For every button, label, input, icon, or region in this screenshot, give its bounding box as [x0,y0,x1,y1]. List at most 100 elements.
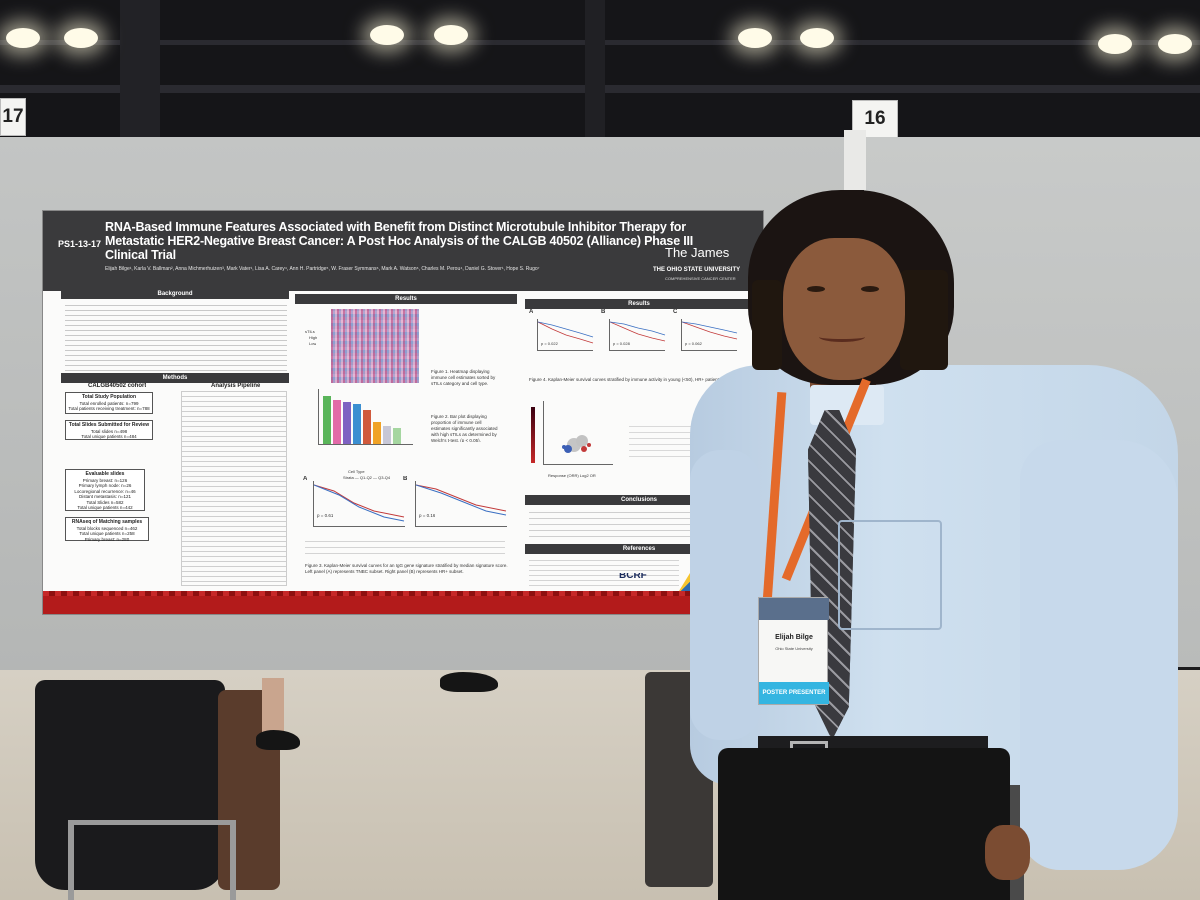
figure4-caption: Figure 4. Kaplan-Meier survival curves s… [529,377,723,382]
heatmap-legend-title: sTILs [305,329,315,334]
bar-plot [318,389,413,445]
board-post [844,130,866,190]
ceiling-column [585,0,605,140]
cohort-box-title: Total Slides Submitted for Review [68,422,150,428]
km-curves-young-c [681,321,738,340]
figure2-caption: Figure 2. Bar plot displaying proportion… [431,414,498,442]
ceiling-light [64,28,98,48]
name-badge: Elijah Bilge Ohio State University POSTE… [758,597,829,705]
ceiling-light [738,28,772,48]
section-conclusions: Conclusions [525,495,753,505]
volcano-points [562,435,591,453]
cohort-box-line: Primary breast: n=126 [82,477,128,483]
volcano-colorbar [531,407,535,463]
bar [373,422,381,444]
poster-id: PS1-13-17 [58,239,102,249]
shirt-pocket [838,520,942,630]
km-pvalue-young-b: p = 0.028 [613,341,630,346]
person-face [783,238,905,380]
bar [383,426,391,444]
volcano-plot [543,401,613,465]
km-pvalue-a: p = 0.61 [317,513,334,518]
cohort-box-line: Total unique patients n=442 [77,505,133,510]
ceiling-column [120,0,160,140]
figure1-caption: Figure 1. Heatmap displaying immune cell… [431,369,496,386]
ceiling-light [434,25,468,45]
immune-heatmap [331,309,419,383]
bar [353,404,361,444]
visitor-shoe [440,672,498,692]
badge-role: POSTER PRESENTER [759,682,829,704]
cohort-box-title: Total Study Population [81,394,137,400]
chair-rail [68,820,236,825]
bar [333,400,341,444]
person-hair-lock [752,280,782,370]
poster-brand: The James [665,245,730,260]
cohort-title: CALGB40502 cohort [88,383,147,389]
references-text [529,556,679,588]
ceiling-light [1158,34,1192,54]
section-references: References [525,544,753,554]
person-right-sleeve [1020,440,1178,870]
ceiling-light [800,28,834,48]
bar [393,428,401,444]
cohort-box-line: Total unique patients n=484 [81,434,137,439]
km-plot-b [415,481,507,527]
km-panel-label-b: B [403,476,408,482]
person-hand [985,825,1030,880]
km-pvalue-b: p = 0.16 [419,513,436,518]
eye [861,286,879,292]
ceiling-light [370,25,404,45]
cohort-box-study-population: Total Study Population Total enrolled pa… [65,392,153,414]
cohort-box-line: Total enrolled patients: n=799 [79,400,139,406]
km-panel-label-a: A [303,476,308,482]
badge-organization: Ohio State University [775,646,813,651]
chair-leg [230,820,236,900]
km-strata-legend: Strata — Q1-Q2 — Q3-Q4 [343,475,391,480]
eye [807,286,825,292]
km-pvalue-young-a: p = 0.022 [541,341,558,346]
km-plot-young-b [609,319,666,351]
poster-footer-stripe [43,591,763,596]
ceiling-light [1098,34,1132,54]
km-plot-a [313,481,405,527]
black-trousers [718,748,1010,900]
cohort-box-slides-submitted: Total Slides Submitted for Review Total … [65,420,153,440]
cohort-box-line: Total slides n=498 [90,428,128,434]
cohort-box-line: Locoregional recurrence: n=46 [74,488,136,494]
section-methods: Methods [61,373,289,383]
visitor-shoe [256,730,300,750]
section-results-right: Results [525,299,753,309]
poster-title: RNA-Based Immune Features Associated wit… [105,220,694,262]
cohort-box-line: Total patients receiving treatment: n=78… [68,406,150,411]
km-curves-b [415,484,507,516]
poster-cancer-center: COMPREHENSIVE CANCER CENTER [665,276,736,281]
chair-leg [68,820,74,900]
cohort-box-line: Total Slides n=582 [86,499,124,505]
ceiling [0,0,1200,140]
bar [323,396,331,444]
poster-footer-bar [43,596,763,614]
bcrf-logo: BCRF [619,573,647,579]
smile [819,332,865,342]
heatmap-legend-low: Low [309,341,317,346]
bar-axis-label: Cell Type [348,469,365,474]
km-risk-table [305,536,505,558]
cohort-box-evaluable-slides: Evaluable slides Primary breast: n=126 P… [65,469,145,511]
cohort-box-title: Evaluable slides [85,471,125,477]
booth-number-sign-left: 17 [0,98,26,136]
cohort-box-title: RNAseq of Matching samples [71,519,143,525]
dark-coat-on-chair [35,680,225,890]
person-hair-lock [900,270,948,370]
km-plot-young-a [537,319,594,351]
poster-university: THE OHIO STATE UNIVERSITY [653,267,741,273]
pipeline-title: Analysis Pipeline [211,383,261,389]
figure3-caption: Figure 3. Kaplan-Meier survival curves f… [305,563,508,574]
person-left-sleeve [690,450,760,740]
km-panel-label-a2: A [529,309,534,315]
cohort-box-line: Primary lymph node: n=26 [78,483,132,488]
bar [363,410,371,444]
volcano-axis-label: Response (ORR) Log2 OR [548,473,596,478]
bar [343,402,351,444]
